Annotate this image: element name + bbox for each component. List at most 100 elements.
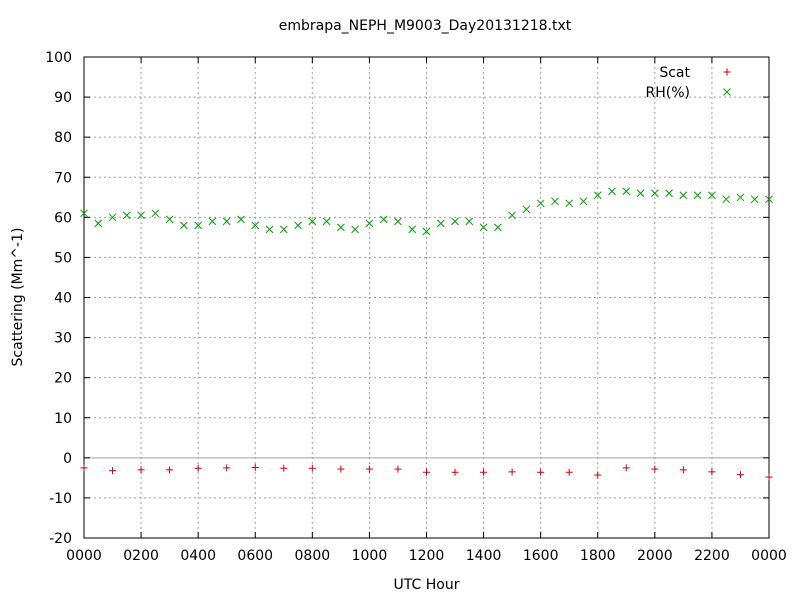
data-point [708, 468, 716, 476]
data-point [736, 471, 744, 479]
legend-label: RH(%) [646, 85, 690, 101]
data-point [536, 199, 545, 208]
x-tick-label: 0400 [180, 548, 216, 564]
series-rh [80, 187, 773, 236]
data-point [379, 215, 388, 224]
data-point [166, 466, 174, 474]
legend-marker [723, 68, 731, 76]
y-tick-label: -10 [49, 491, 72, 507]
data-point [408, 225, 417, 234]
data-point [451, 468, 459, 476]
data-point [765, 473, 773, 481]
data-point [579, 197, 588, 206]
data-point [365, 465, 373, 473]
data-point [137, 211, 145, 220]
data-point [237, 215, 245, 224]
data-point [765, 195, 773, 204]
data-point [622, 187, 631, 196]
x-tick-label: 0200 [123, 548, 159, 564]
data-point [736, 193, 745, 202]
data-point [508, 468, 516, 476]
data-point [180, 221, 188, 230]
data-point [337, 223, 345, 232]
data-point [108, 213, 117, 222]
data-point [80, 464, 88, 472]
data-point [265, 225, 274, 234]
x-tick-label: 0800 [295, 548, 331, 564]
data-point [137, 466, 145, 474]
data-point [351, 225, 359, 234]
data-point [593, 191, 602, 200]
data-point [423, 468, 430, 476]
data-point [722, 195, 731, 204]
data-point [551, 197, 559, 206]
x-tick-label: 1200 [409, 548, 445, 564]
legend: Scat RH(%) [646, 65, 731, 101]
data-point [194, 464, 202, 472]
data-point [94, 219, 103, 228]
data-point [651, 465, 659, 473]
data-point [122, 211, 131, 220]
y-tick-label: -20 [49, 531, 72, 547]
data-point [394, 217, 402, 226]
data-point [622, 464, 630, 472]
data-point [222, 217, 231, 226]
data-point [693, 191, 702, 200]
y-tick-label: 90 [54, 90, 72, 106]
legend-marker [723, 88, 731, 96]
x-tick-label: 2000 [637, 548, 673, 564]
y-tick-label: 20 [54, 371, 72, 387]
data-point [608, 187, 616, 196]
data-point [365, 219, 374, 228]
data-point [451, 217, 459, 226]
y-tick-label: 80 [54, 130, 72, 146]
data-point [165, 215, 174, 224]
data-point [279, 225, 288, 234]
data-point [436, 219, 445, 228]
data-point [565, 199, 574, 208]
x-tick-label: 1400 [466, 548, 502, 564]
data-point [708, 191, 716, 200]
y-tick-label: 70 [54, 170, 72, 186]
x-tick-label: 0000 [66, 548, 102, 564]
y-tick-label: 50 [54, 250, 72, 266]
data-point [422, 227, 431, 236]
data-point [465, 217, 474, 226]
data-point [322, 217, 331, 226]
data-point [522, 205, 531, 214]
data-point [294, 221, 302, 230]
data-point [665, 189, 673, 198]
data-point [636, 189, 645, 198]
data-point [594, 471, 602, 479]
data-point [80, 209, 88, 218]
data-point [565, 468, 573, 476]
data-point [750, 195, 759, 204]
x-tick-label: 1000 [352, 548, 388, 564]
chart-title: embrapa_NEPH_M9003_Day20131218.txt [278, 18, 572, 34]
data-point [280, 464, 288, 472]
data-point [251, 463, 259, 471]
y-tick-label: 40 [54, 291, 72, 307]
x-tick-label: 0600 [237, 548, 273, 564]
x-tick-label: 1600 [523, 548, 559, 564]
data-point [194, 221, 203, 230]
data-point [308, 464, 316, 472]
y-tick-label: 30 [54, 331, 72, 347]
grid-lines [84, 57, 769, 538]
data-point [394, 465, 402, 473]
data-point [337, 465, 345, 473]
x-axis-label: UTC Hour [393, 577, 460, 593]
data-point [479, 223, 488, 232]
data-point [537, 468, 545, 476]
data-point [251, 221, 260, 230]
data-point [679, 466, 687, 474]
data-point [151, 209, 160, 218]
y-tick-label: 100 [45, 50, 72, 66]
data-point [650, 189, 659, 198]
data-point [494, 223, 502, 232]
x-tick-label: 1800 [580, 548, 616, 564]
data-point [679, 191, 688, 200]
y-tick-label: 10 [54, 411, 72, 427]
